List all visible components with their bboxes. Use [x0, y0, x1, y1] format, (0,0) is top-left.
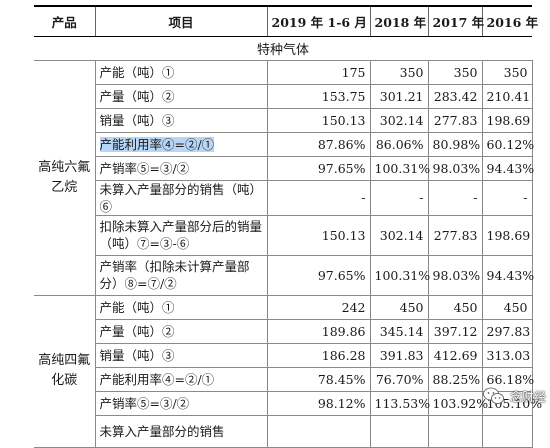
- table-row: 产能利用率④=②/① 78.45% 76.70% 88.25% 66.18%: [34, 366, 534, 392]
- value-cell: 186.28: [266, 342, 371, 368]
- value-cell: 450: [369, 294, 429, 320]
- value-cell: 242: [266, 294, 371, 320]
- table-row: 销量（吨）③ 150.13 302.14 277.83 198.69: [34, 107, 533, 133]
- header-2019h1: 2019 年 1-6 月: [266, 5, 370, 37]
- value-cell: 189.86: [266, 318, 371, 344]
- value-cell: 100.31%: [369, 155, 430, 181]
- table-row: 产量（吨）② 189.86 345.14 397.12 297.83: [34, 318, 533, 344]
- product-name: 高纯六氟乙烷: [34, 59, 96, 296]
- value-cell: 98.12%: [266, 390, 371, 416]
- capacity-table: 产品 项目 2019 年 1-6 月 2018 年 2017 年 2016 年 …: [34, 5, 542, 448]
- item-label: 销量（吨）③: [94, 107, 268, 133]
- value-cell: -: [427, 179, 483, 216]
- value-cell: 345.14: [369, 318, 429, 344]
- watermark: 念财经: [482, 384, 546, 408]
- value-cell: 450: [481, 294, 533, 320]
- value-cell: 210.41: [481, 83, 533, 109]
- value-cell: 86.06%: [369, 131, 429, 157]
- value-cell: 100.31%: [369, 254, 430, 296]
- value-cell: 397.12: [427, 318, 483, 344]
- wechat-icon: [483, 387, 504, 404]
- value-cell: 94.43%: [481, 254, 534, 296]
- value-cell: 76.70%: [369, 366, 429, 392]
- value-cell: 60.12%: [481, 131, 534, 157]
- value-cell: 175: [266, 59, 371, 85]
- value-cell: 150.13: [266, 214, 371, 256]
- value-cell: 277.83: [427, 107, 483, 133]
- value-cell: 198.69: [481, 214, 533, 256]
- value-cell: 94.43%: [481, 155, 534, 181]
- value-cell: 412.69: [427, 342, 483, 368]
- item-label: 销量（吨）③: [94, 342, 268, 368]
- watermark-text: 念财经: [509, 389, 546, 404]
- item-label: 产销率（扣除未计算产量部分）⑧=⑦/②: [94, 254, 268, 296]
- value-cell: 302.14: [369, 107, 429, 133]
- value-cell: 198.69: [481, 107, 533, 133]
- value-cell: [266, 414, 371, 448]
- section-title: 特种气体: [34, 35, 532, 61]
- value-cell: [427, 414, 483, 448]
- text-selection[interactable]: 产能利用率④=②/①: [99, 136, 215, 152]
- value-cell: 297.83: [481, 318, 533, 344]
- item-label-highlighted: 产能利用率④=②/①: [94, 131, 268, 157]
- header-2016: 2016 年: [481, 5, 538, 37]
- table-header-row: 产品 项目 2019 年 1-6 月 2018 年 2017 年 2016 年: [34, 5, 538, 37]
- item-label: 产量（吨）②: [94, 318, 268, 344]
- item-label: 产销率⑤=③/②: [94, 390, 268, 416]
- item-label: 扣除未算入产量部分后的销量（吨）⑦=③-⑥: [94, 214, 268, 256]
- value-cell: 283.42: [427, 83, 483, 109]
- value-cell: 113.53%: [369, 390, 430, 416]
- table-row: 产量（吨）② 153.75 301.21 283.42 210.41: [34, 83, 533, 109]
- item-label: 产量（吨）②: [94, 83, 268, 109]
- value-cell: 88.25%: [427, 366, 483, 392]
- header-2017: 2017 年: [427, 5, 484, 37]
- value-cell: 78.45%: [266, 366, 371, 392]
- table-row: 销量（吨）③ 186.28 391.83 412.69 313.03: [34, 342, 533, 368]
- item-label: 未算入产量部分的销售（吨）⑥: [94, 179, 268, 216]
- value-cell: -: [481, 179, 533, 216]
- value-cell: 97.65%: [266, 254, 371, 296]
- value-cell: 98.03%: [427, 254, 483, 296]
- table-row: 扣除未算入产量部分后的销量（吨）⑦=③-⑥ 150.13 302.14 277.…: [34, 214, 533, 256]
- product-name: 高纯四氟化碳: [34, 294, 96, 448]
- table-row: 高纯六氟乙烷 产能（吨）① 175 350 350 350: [34, 59, 533, 296]
- value-cell: 350: [369, 59, 429, 85]
- value-cell: 350: [481, 59, 533, 85]
- table-row: 产销率⑤=③/② 97.65% 100.31% 98.03% 94.43%: [34, 155, 534, 181]
- header-product: 产品: [34, 5, 95, 37]
- table-row: 未算入产量部分的销售: [34, 414, 533, 448]
- value-cell: 97.65%: [266, 155, 371, 181]
- value-cell: 98.03%: [427, 155, 483, 181]
- value-cell: 277.83: [427, 214, 483, 256]
- value-cell: 103.92%: [427, 390, 488, 416]
- table-row: 产能利用率④=②/① 87.86% 86.06% 80.98% 60.12%: [34, 131, 534, 157]
- value-cell: 391.83: [369, 342, 429, 368]
- table-row: 高纯四氟化碳 产能（吨）① 242 450 450 450: [34, 294, 533, 448]
- header-item: 项目: [94, 5, 267, 37]
- table-row: 产销率（扣除未计算产量部分）⑧=⑦/② 97.65% 100.31% 98.03…: [34, 254, 534, 296]
- value-cell: [481, 414, 533, 448]
- value-cell: -: [266, 179, 371, 216]
- section-row: 特种气体: [34, 35, 532, 61]
- value-cell: 66.18%: [481, 366, 534, 392]
- item-label: 产能（吨）①: [94, 294, 268, 320]
- value-cell: 153.75: [266, 83, 371, 109]
- value-cell: [369, 414, 429, 448]
- item-label: 产能（吨）①: [94, 59, 268, 85]
- value-cell: 313.03: [481, 342, 533, 368]
- table-row: 产销率⑤=③/② 98.12% 113.53% 103.92% 105.10%: [34, 390, 542, 416]
- value-cell: 301.21: [369, 83, 429, 109]
- value-cell: 302.14: [369, 214, 429, 256]
- value-cell: 80.98%: [427, 131, 483, 157]
- value-cell: 150.13: [266, 107, 371, 133]
- item-label: 未算入产量部分的销售: [94, 414, 268, 448]
- value-cell: 450: [427, 294, 483, 320]
- header-2018: 2018 年: [369, 5, 428, 37]
- item-label: 产销率⑤=③/②: [94, 155, 268, 181]
- table-row: 未算入产量部分的销售（吨）⑥ - - - -: [34, 179, 533, 216]
- item-label: 产能利用率④=②/①: [94, 366, 268, 392]
- value-cell: 350: [427, 59, 483, 85]
- value-cell: -: [369, 179, 429, 216]
- value-cell: 87.86%: [266, 131, 371, 157]
